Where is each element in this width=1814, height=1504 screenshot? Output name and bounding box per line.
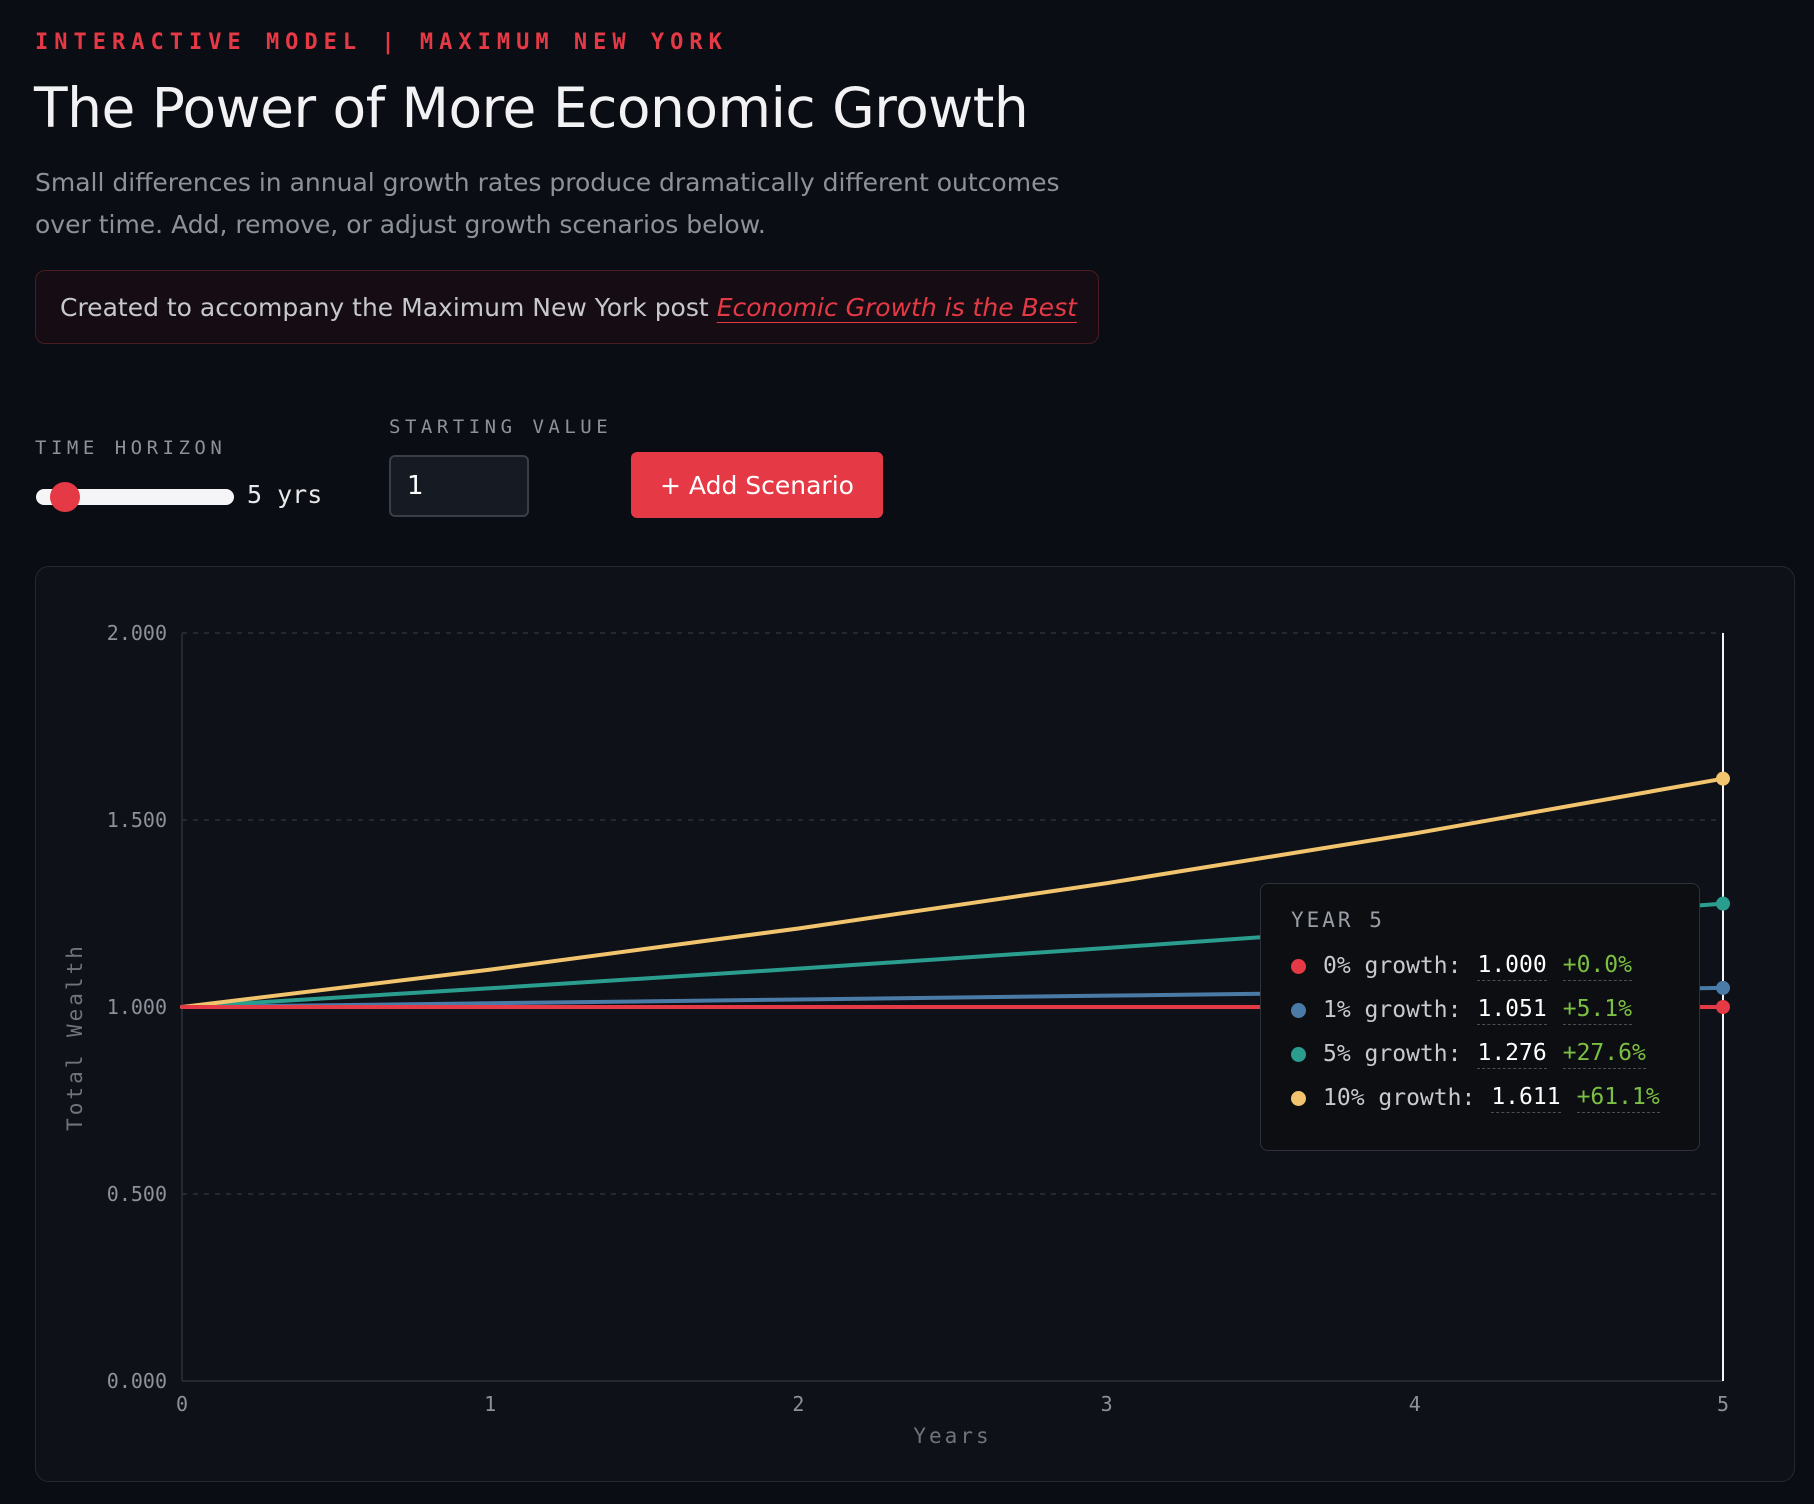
starting-value-label: STARTING VALUE — [389, 416, 613, 438]
tooltip-series-change: +0.0% — [1562, 952, 1632, 981]
x-tick-label: 1 — [484, 1392, 496, 1416]
tooltip-series-change: +5.1% — [1562, 996, 1632, 1025]
page-title: The Power of More Economic Growth — [34, 76, 1029, 140]
x-axis-label: Years — [913, 1424, 991, 1448]
tooltip-row: 5% growth: 1.276 +27.6% — [1291, 1032, 1669, 1076]
source-note: Created to accompany the Maximum New Yor… — [35, 270, 1099, 344]
series-color-dot — [1291, 958, 1306, 974]
tooltip-row: 10% growth: 1.611 +61.1% — [1291, 1076, 1669, 1120]
y-tick-label: 0.000 — [107, 1369, 167, 1393]
page-subtitle: Small differences in annual growth rates… — [35, 168, 1060, 239]
tooltip-series-change: +61.1% — [1576, 1084, 1660, 1113]
source-post-link[interactable]: Economic Growth is the Best — [716, 292, 1077, 322]
time-horizon-slider-thumb[interactable] — [49, 482, 80, 512]
tooltip-row: 0% growth: 1.000 +0.0% — [1291, 944, 1669, 988]
y-tick-label: 0.500 — [107, 1182, 167, 1206]
tooltip-series-change: +27.6% — [1562, 1040, 1646, 1069]
x-tick-label: 5 — [1717, 1392, 1729, 1416]
hover-point — [1716, 771, 1730, 786]
tooltip-series-value: 1.000 — [1477, 952, 1547, 981]
tooltip-heading: YEAR 5 — [1291, 908, 1385, 932]
chart-tooltip: YEAR 5 0% growth: 1.000 +0.0% 1% growth: 1.0… — [1260, 883, 1700, 1151]
starting-value-input[interactable] — [389, 455, 529, 517]
tooltip-series-name: 0% growth: — [1323, 953, 1462, 979]
source-note-text: Created to accompany the Maximum New Yor… — [60, 292, 709, 322]
tooltip-series-value: 1.276 — [1477, 1040, 1547, 1069]
series-color-dot — [1291, 1046, 1306, 1062]
hover-point — [1716, 896, 1730, 911]
tooltip-row: 1% growth: 1.051 +5.1% — [1291, 988, 1669, 1032]
hover-point — [1716, 1000, 1730, 1014]
series-color-dot — [1291, 1090, 1306, 1106]
series-color-dot — [1291, 1002, 1306, 1018]
tooltip-series-value: 1.611 — [1491, 1084, 1561, 1113]
add-scenario-button[interactable]: + Add Scenario — [631, 452, 883, 518]
time-horizon-label: TIME HORIZON — [35, 437, 227, 459]
tooltip-series-name: 10% growth: — [1323, 1085, 1476, 1111]
tooltip-series-name: 5% growth: — [1323, 1041, 1462, 1067]
kicker: INTERACTIVE MODEL | MAXIMUM NEW YORK — [35, 30, 728, 55]
tooltip-series-name: 1% growth: — [1323, 997, 1462, 1023]
growth-chart[interactable]: 0.000 0.500 1.000 1.500 2.000 0 1 2 3 4 5 Years Tota… — [36, 567, 1796, 1483]
hover-point — [1716, 980, 1730, 995]
y-tick-label: 1.500 — [107, 808, 167, 832]
x-tick-label: 3 — [1101, 1392, 1113, 1416]
tooltip-series-value: 1.051 — [1477, 996, 1547, 1025]
y-tick-label: 1.000 — [107, 995, 167, 1019]
x-tick-label: 0 — [176, 1392, 188, 1416]
tooltip-rows: 0% growth: 1.000 +0.0% 1% growth: 1.051 +5.1%… — [1291, 944, 1669, 1120]
time-horizon-slider[interactable] — [36, 489, 234, 505]
y-axis-label: Total Wealth — [63, 943, 87, 1131]
time-horizon-value: 5 yrs — [247, 480, 323, 509]
y-tick-label: 2.000 — [107, 621, 167, 645]
series-line-10-growth — [180, 776, 1725, 1009]
x-tick-label: 4 — [1409, 1392, 1421, 1416]
x-tick-label: 2 — [792, 1392, 804, 1416]
